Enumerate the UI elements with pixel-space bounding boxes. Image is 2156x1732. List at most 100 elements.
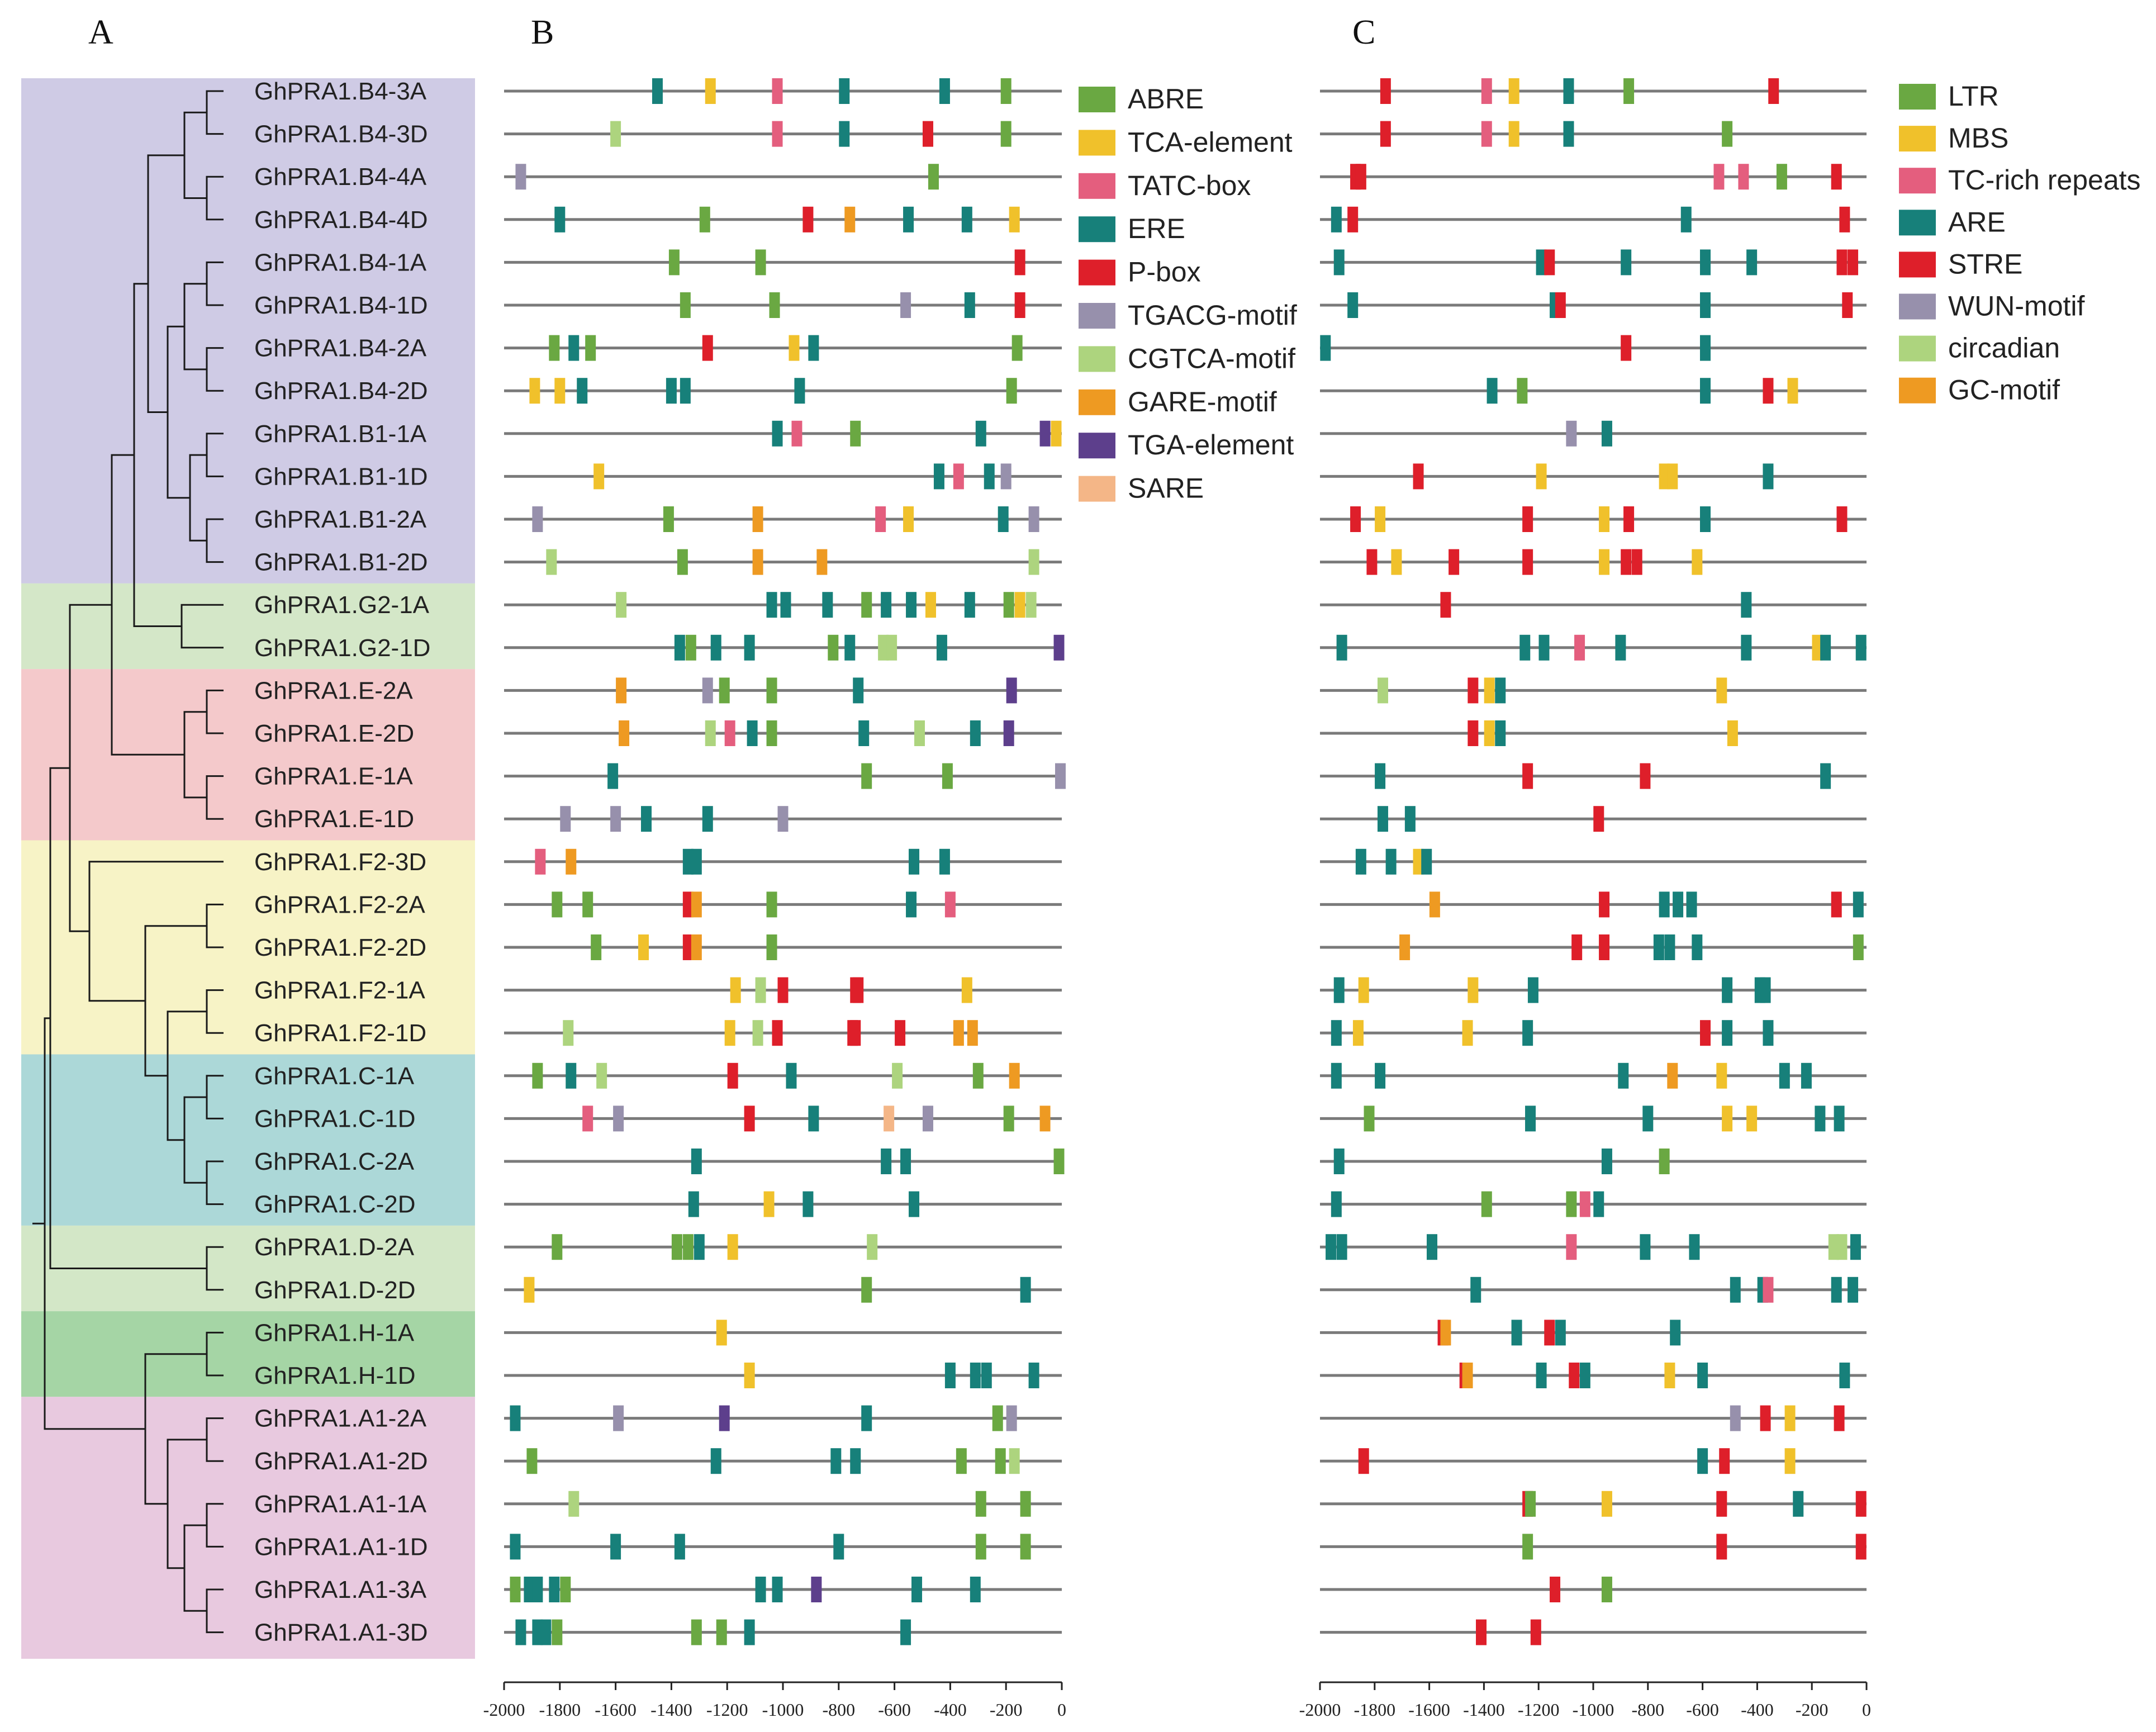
gene-label: GhPRA1.B4-2D: [254, 377, 428, 405]
motif-box: [1331, 1020, 1342, 1046]
motif-box: [1659, 463, 1670, 490]
motif-box: [942, 763, 953, 789]
motif-box: [744, 634, 755, 661]
motif-box: [1538, 634, 1550, 661]
motif-box: [652, 78, 663, 104]
motif-box: [1738, 164, 1749, 190]
gene-label: GhPRA1.E-2A: [254, 677, 413, 704]
gene-label: GhPRA1.A1-2D: [254, 1448, 428, 1475]
motif-box: [1566, 420, 1577, 447]
motif-box: [1375, 763, 1386, 789]
motif-box: [922, 121, 933, 147]
motif-box: [850, 1448, 861, 1474]
motif-box: [1839, 206, 1850, 232]
motif-box: [1006, 1405, 1017, 1431]
motif-box: [936, 634, 947, 661]
motif-box: [616, 677, 627, 704]
motif-box: [1699, 249, 1711, 276]
motif-box: [1601, 420, 1612, 447]
motif-box: [699, 206, 710, 232]
motif-box: [1563, 78, 1574, 104]
motif-box: [1670, 1320, 1681, 1346]
motif-box: [668, 249, 680, 276]
motif-box: [1522, 506, 1533, 532]
legend-label: STRE: [1948, 248, 2022, 279]
motif-box: [1399, 934, 1411, 960]
motif-box: [1028, 549, 1039, 575]
motif-box: [1831, 164, 1842, 190]
motif-box: [777, 977, 789, 1003]
motif-box: [1347, 292, 1359, 318]
motif-box: [1470, 1277, 1481, 1303]
motif-box: [1722, 1020, 1733, 1046]
motif-box: [844, 206, 856, 232]
motif-box: [1462, 1363, 1473, 1388]
gene-label: GhPRA1.H-1D: [254, 1362, 416, 1389]
motif-box: [540, 1619, 552, 1645]
motif-box: [833, 1534, 844, 1560]
x-tick-label: -1400: [650, 1700, 692, 1720]
motif-box: [892, 1062, 903, 1089]
legend-swatch: [1899, 168, 1936, 194]
motif-box: [1793, 1491, 1804, 1517]
motif-box: [1449, 549, 1460, 575]
motif-box: [554, 378, 566, 404]
motif-box: [1426, 1234, 1437, 1260]
motif-box: [1536, 463, 1547, 490]
motif-box: [663, 506, 674, 532]
motif-box: [1763, 1277, 1774, 1303]
motif-box: [552, 1234, 563, 1260]
motif-box: [1508, 78, 1519, 104]
motif-box: [1699, 506, 1711, 532]
legend-swatch: [1899, 335, 1936, 362]
legend-swatch: [1079, 433, 1115, 459]
motif-box: [844, 634, 856, 661]
panel-label-a: A: [88, 13, 113, 51]
motif-box: [1028, 506, 1039, 532]
gene-label: GhPRA1.F2-1A: [254, 977, 425, 1004]
x-tick-label: -1600: [1408, 1700, 1450, 1720]
x-tick-label: -800: [1631, 1700, 1664, 1720]
motif-box: [808, 335, 819, 361]
motif-box: [577, 378, 588, 404]
motif-box: [582, 891, 593, 918]
x-tick-label: -400: [1741, 1700, 1774, 1720]
phylogenetic-tree: GhPRA1.B4-3A GhPRA1.B4-3D GhPRA1.B4-4A GhPR…: [21, 78, 475, 1659]
gene-label: GhPRA1.B4-3A: [254, 78, 427, 105]
legend-swatch: [1899, 293, 1936, 320]
legend-swatch: [1899, 252, 1936, 278]
motif-box: [1719, 1448, 1730, 1474]
motif-box: [791, 420, 802, 447]
motif-box: [984, 463, 995, 490]
motif-box: [727, 1062, 738, 1089]
motif-box: [828, 634, 839, 661]
legend-swatch: [1079, 87, 1115, 112]
motif-box: [610, 121, 621, 147]
motif-box: [524, 1577, 535, 1602]
motif-box: [1544, 249, 1555, 276]
motif-box: [1462, 1020, 1473, 1046]
gene-label: GhPRA1.H-1A: [254, 1319, 415, 1346]
motif-box: [727, 1234, 738, 1260]
motif-box: [710, 634, 721, 661]
motif-box: [1601, 1491, 1612, 1517]
motif-box: [1352, 1020, 1364, 1046]
motif-box: [730, 977, 741, 1003]
motif-box: [1836, 506, 1848, 532]
x-tick-label: -1400: [1463, 1700, 1505, 1720]
motif-box: [1522, 549, 1533, 575]
motif-box: [1579, 1191, 1590, 1217]
x-tick-label: -1200: [1518, 1700, 1560, 1720]
motif-box: [691, 891, 702, 918]
gene-label: GhPRA1.C-1D: [254, 1105, 416, 1132]
motif-box: [1000, 121, 1011, 147]
motif-box: [1667, 1062, 1678, 1089]
motif-box: [685, 634, 696, 661]
motif-box: [1716, 677, 1727, 704]
motif-box: [1697, 1448, 1708, 1474]
motif-box: [716, 1619, 727, 1645]
motif-box: [794, 378, 805, 404]
gene-label: GhPRA1.G2-1A: [254, 591, 430, 619]
motif-box: [1842, 292, 1853, 318]
motif-box: [1331, 1062, 1342, 1089]
